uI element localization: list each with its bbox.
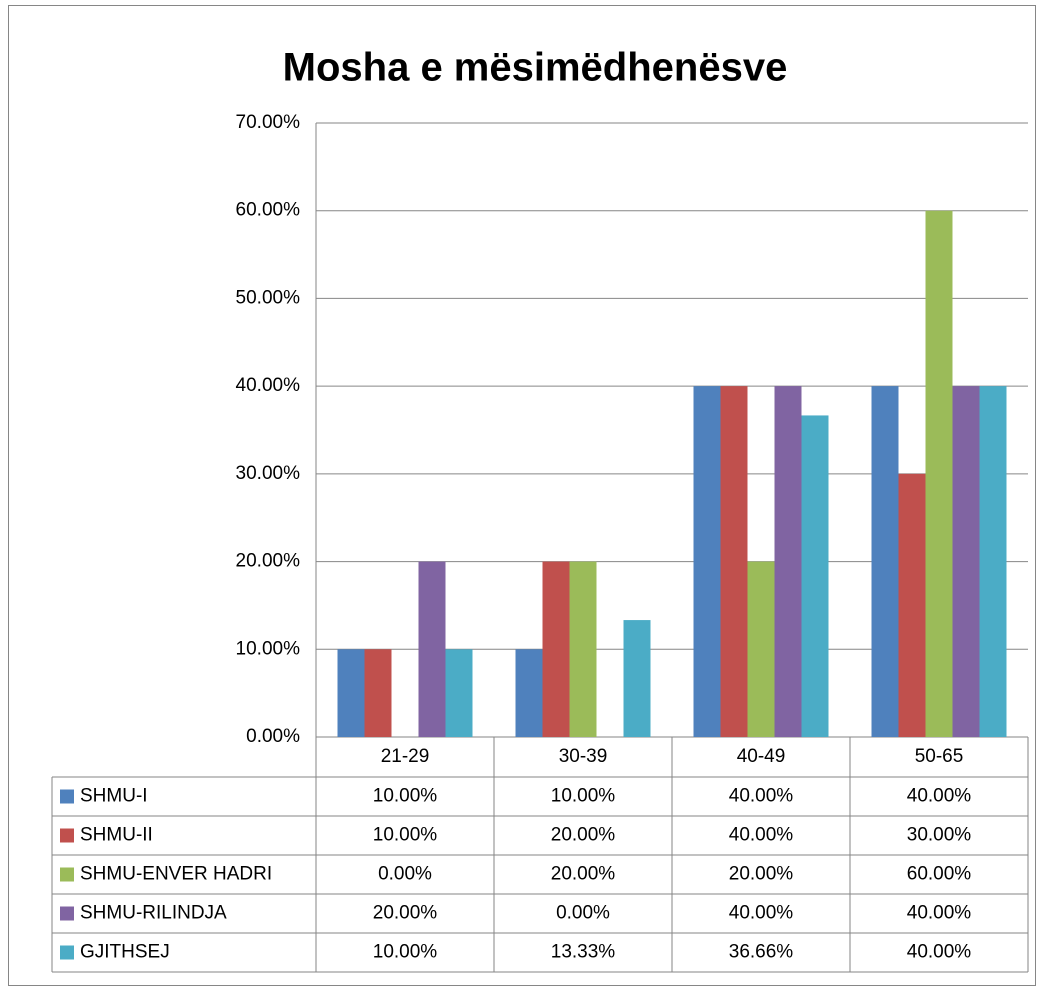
y-tick-label: 0.00% [246, 726, 300, 747]
bar [801, 415, 829, 737]
table-cell: 60.00% [907, 864, 972, 885]
table-cell: 10.00% [373, 942, 438, 963]
legend-label: SHMU-II [80, 825, 153, 846]
table-cell: 13.33% [551, 942, 616, 963]
table-cell: 30.00% [907, 825, 972, 846]
table-cell: 0.00% [378, 864, 432, 885]
bar [364, 649, 392, 737]
bar [418, 561, 446, 737]
bar [337, 649, 365, 737]
bar [569, 561, 597, 737]
y-tick-label: 70.00% [236, 112, 301, 133]
table-cell: 40.00% [907, 942, 972, 963]
y-tick-label: 40.00% [236, 375, 301, 396]
table-cell: 10.00% [373, 825, 438, 846]
x-tick-label: 30-39 [559, 746, 608, 767]
y-tick-label: 10.00% [236, 638, 301, 659]
bar [898, 473, 926, 737]
legend-key [60, 789, 74, 804]
table-cell: 20.00% [551, 864, 616, 885]
table-cell: 20.00% [729, 864, 794, 885]
legend-label: SHMU-RILINDJA [80, 903, 227, 924]
table-cell: 0.00% [556, 903, 610, 924]
table-cell: 20.00% [373, 903, 438, 924]
table-cell: 20.00% [551, 825, 616, 846]
legend-label: SHMU-ENVER HADRI [80, 864, 272, 885]
table-cell: 40.00% [729, 786, 794, 807]
y-tick-label: 50.00% [236, 287, 301, 308]
x-tick-label: 40-49 [737, 746, 786, 767]
table-cell: 40.00% [907, 903, 972, 924]
bar [979, 386, 1007, 737]
y-tick-label: 30.00% [236, 463, 301, 484]
bar [747, 561, 775, 737]
table-cell: 40.00% [907, 786, 972, 807]
legend-label: GJITHSEJ [80, 942, 170, 963]
bar [542, 561, 570, 737]
table-cell: 40.00% [729, 825, 794, 846]
table-cell: 10.00% [373, 786, 438, 807]
bar [774, 386, 802, 737]
legend-key [60, 945, 74, 960]
bar [623, 620, 651, 737]
bar [693, 386, 721, 737]
x-tick-label: 50-65 [915, 746, 964, 767]
legend-key [60, 828, 74, 843]
legend-label: SHMU-I [80, 786, 148, 807]
table-cell: 40.00% [729, 903, 794, 924]
legend-key [60, 906, 74, 921]
table-cell: 10.00% [551, 786, 616, 807]
table-cell: 36.66% [729, 942, 794, 963]
chart-frame [8, 5, 1036, 986]
bar [952, 386, 980, 737]
bar [871, 386, 899, 737]
bar [720, 386, 748, 737]
legend-key [60, 867, 74, 882]
x-tick-label: 21-29 [381, 746, 430, 767]
y-tick-label: 20.00% [236, 551, 301, 572]
y-tick-label: 60.00% [236, 200, 301, 221]
bar [515, 649, 543, 737]
bar [445, 649, 473, 737]
chart-title: Mosha e mësimëdhenësve [283, 46, 788, 90]
bar [925, 210, 953, 737]
